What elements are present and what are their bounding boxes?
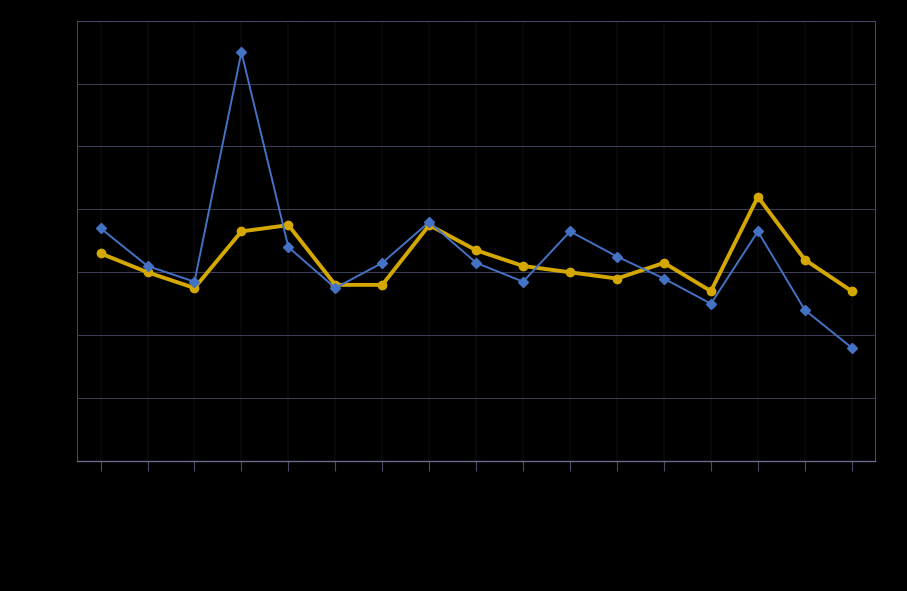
Industrie (706, 300, 717, 307)
Industrie (846, 344, 857, 351)
Voeding (706, 288, 717, 295)
Industrie (95, 225, 106, 232)
Voeding (799, 256, 810, 263)
Voeding (330, 281, 341, 288)
Industrie (424, 219, 434, 226)
Industrie (330, 284, 341, 291)
Voeding (846, 288, 857, 295)
Industrie (518, 278, 529, 285)
Industrie (189, 278, 200, 285)
Voeding (236, 228, 247, 235)
Industrie (471, 259, 482, 267)
Voeding (283, 222, 294, 229)
Voeding (424, 222, 434, 229)
Line: Industrie: Industrie (97, 48, 855, 351)
Industrie (565, 228, 576, 235)
Industrie (376, 259, 387, 267)
Industrie (611, 253, 622, 260)
Voeding (142, 269, 153, 276)
Voeding (611, 275, 622, 282)
Voeding (753, 193, 764, 200)
Voeding (518, 262, 529, 269)
Industrie (283, 243, 294, 251)
Industrie (799, 307, 810, 314)
Industrie (658, 275, 669, 282)
Voeding (376, 281, 387, 288)
Line: Voeding: Voeding (96, 193, 856, 296)
Voeding (189, 284, 200, 291)
Industrie (753, 228, 764, 235)
Industrie (142, 262, 153, 269)
Voeding (565, 269, 576, 276)
Industrie (236, 48, 247, 56)
Voeding (658, 259, 669, 267)
Voeding (95, 250, 106, 257)
Voeding (471, 246, 482, 254)
